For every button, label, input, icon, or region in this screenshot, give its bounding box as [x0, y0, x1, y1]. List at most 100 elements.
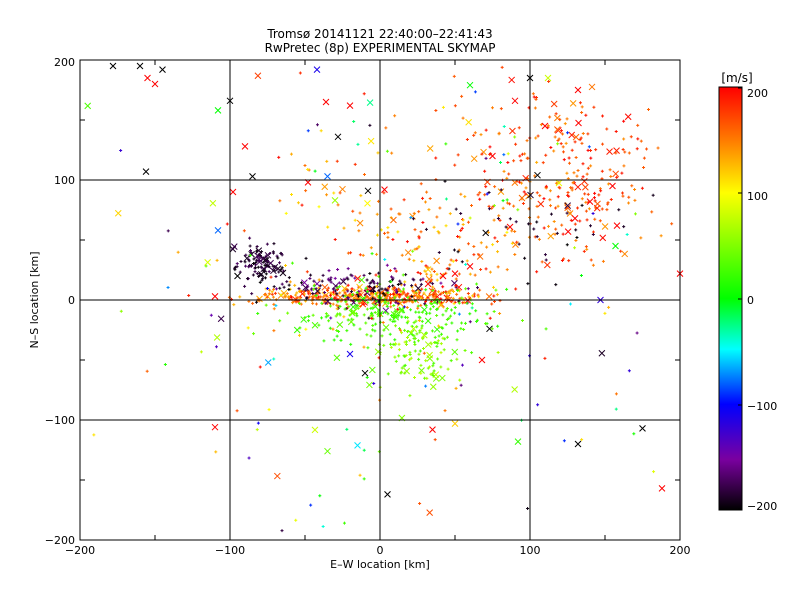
data-point — [507, 172, 511, 176]
data-point — [383, 293, 387, 297]
data-point — [433, 301, 437, 305]
data-point — [477, 295, 481, 299]
data-point — [421, 196, 425, 200]
data-point — [325, 193, 329, 197]
data-point — [424, 312, 428, 316]
data-point-cross — [347, 318, 355, 326]
data-point — [312, 294, 316, 298]
data-point-cross — [439, 272, 447, 280]
data-point — [564, 141, 568, 145]
data-point — [456, 234, 460, 238]
data-point — [505, 230, 509, 234]
data-point — [478, 288, 482, 292]
data-point — [488, 145, 492, 149]
data-point — [427, 365, 431, 369]
data-point — [285, 292, 289, 296]
data-point — [345, 329, 349, 333]
data-point — [492, 300, 496, 304]
data-point-cross — [354, 442, 361, 449]
data-point — [314, 302, 318, 306]
data-point — [386, 235, 390, 239]
data-point — [362, 273, 366, 277]
data-point — [478, 191, 482, 195]
data-point-cross — [346, 350, 354, 358]
data-point — [396, 230, 400, 234]
data-point — [390, 151, 394, 155]
data-point-cross — [485, 293, 493, 300]
data-point — [419, 182, 423, 186]
data-point — [576, 168, 580, 172]
data-point-cross — [301, 279, 308, 286]
data-point — [386, 312, 390, 316]
data-point — [563, 122, 567, 126]
data-point — [523, 152, 527, 156]
data-point — [397, 212, 401, 216]
data-point — [421, 221, 425, 225]
data-point — [510, 229, 514, 233]
data-point — [385, 294, 389, 298]
data-point — [254, 260, 258, 264]
data-point — [252, 257, 256, 261]
data-point — [374, 292, 378, 296]
data-point — [587, 207, 591, 211]
data-point — [584, 200, 588, 204]
data-point — [248, 236, 252, 240]
data-point — [394, 269, 398, 273]
data-point — [433, 335, 437, 339]
data-point — [376, 151, 380, 155]
data-point — [606, 182, 610, 186]
data-point — [632, 432, 636, 436]
data-point — [371, 324, 375, 328]
data-point — [609, 174, 613, 178]
data-point — [403, 328, 407, 332]
data-point — [277, 155, 281, 159]
data-point-cross — [580, 177, 588, 185]
data-point — [372, 285, 376, 289]
data-point — [605, 127, 609, 131]
data-point — [326, 314, 330, 318]
data-point — [473, 131, 477, 135]
data-point — [506, 161, 510, 165]
data-point — [391, 237, 395, 241]
data-point — [608, 168, 612, 172]
data-point — [573, 140, 577, 144]
data-point — [374, 322, 378, 326]
data-point — [480, 152, 484, 156]
data-point — [556, 142, 560, 146]
data-point — [338, 312, 342, 316]
data-point — [425, 272, 429, 276]
data-point — [555, 231, 559, 235]
data-point — [287, 276, 291, 280]
data-point — [591, 212, 595, 216]
data-point — [326, 277, 330, 281]
data-point — [312, 284, 316, 288]
data-point — [375, 284, 379, 288]
data-point — [629, 135, 633, 139]
data-point — [400, 331, 404, 335]
data-point — [588, 224, 592, 228]
data-point — [291, 301, 295, 305]
data-point — [444, 224, 448, 228]
data-point — [622, 164, 626, 168]
data-point — [298, 288, 302, 292]
data-point — [448, 212, 452, 216]
data-point — [457, 272, 461, 276]
data-point — [258, 280, 262, 284]
data-point — [639, 236, 643, 240]
data-point — [597, 193, 601, 197]
data-point — [400, 366, 404, 370]
data-point — [559, 142, 563, 146]
data-point — [443, 337, 447, 341]
data-point-cross — [390, 216, 397, 224]
data-point — [456, 153, 460, 157]
data-point — [267, 292, 271, 296]
data-point — [286, 311, 290, 315]
data-point — [441, 336, 445, 340]
data-point — [265, 242, 269, 246]
data-point — [279, 267, 283, 271]
data-point-cross — [470, 155, 478, 163]
data-point — [601, 142, 605, 146]
data-point — [416, 339, 420, 343]
data-point — [347, 305, 351, 309]
